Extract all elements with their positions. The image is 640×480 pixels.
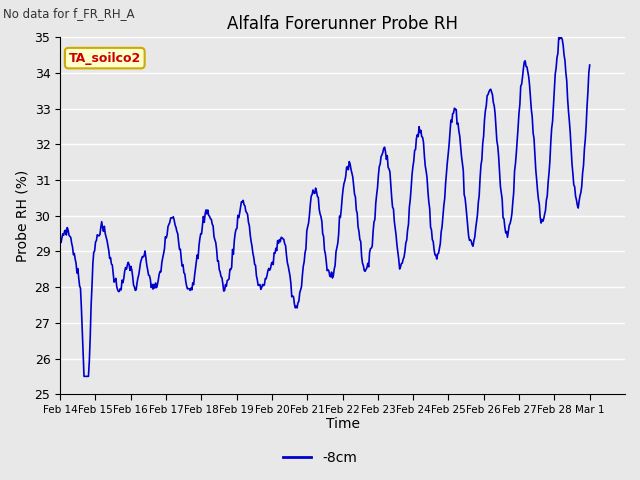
- X-axis label: Time: Time: [326, 418, 360, 432]
- Text: TA_soilco2: TA_soilco2: [68, 52, 141, 65]
- Y-axis label: Probe RH (%): Probe RH (%): [15, 169, 29, 262]
- Title: Alfalfa Forerunner Probe RH: Alfalfa Forerunner Probe RH: [227, 15, 458, 33]
- Legend: -8cm: -8cm: [278, 445, 362, 471]
- Text: No data for f_FR_RH_A: No data for f_FR_RH_A: [3, 7, 134, 20]
